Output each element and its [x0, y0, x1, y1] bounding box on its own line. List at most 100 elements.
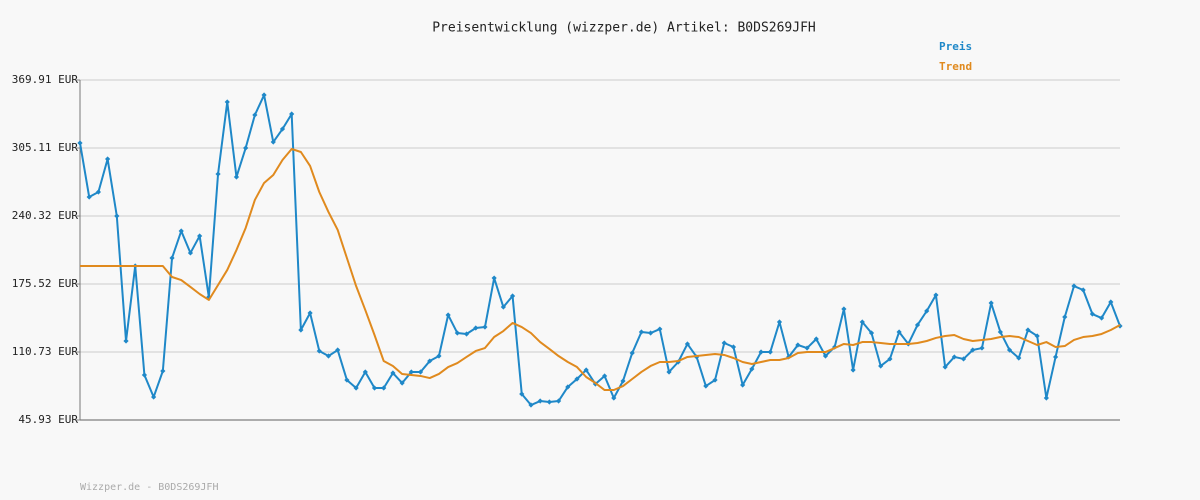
data-point	[1108, 299, 1114, 305]
data-point	[105, 156, 111, 162]
data-point	[740, 382, 746, 388]
data-point	[703, 383, 709, 389]
data-point	[206, 294, 212, 300]
data-point	[463, 331, 470, 337]
data-point	[813, 336, 819, 342]
data-point	[233, 174, 240, 180]
data-point	[362, 369, 368, 375]
data-point	[151, 394, 157, 400]
data-point	[684, 341, 691, 347]
data-point	[482, 324, 488, 330]
data-point	[620, 378, 626, 384]
y-tick-label: 45.93 EUR	[18, 413, 78, 426]
data-point	[86, 194, 92, 200]
data-point	[960, 356, 967, 362]
data-point	[574, 376, 580, 382]
y-tick-label: 305.11 EUR	[12, 141, 79, 154]
data-point	[325, 353, 332, 359]
data-point	[583, 367, 589, 373]
data-point	[427, 358, 433, 364]
data-point	[666, 369, 672, 375]
data-point	[344, 377, 350, 383]
data-point	[473, 325, 479, 331]
data-point	[611, 395, 617, 401]
data-point	[381, 385, 387, 391]
data-point	[178, 228, 184, 234]
data-point	[289, 111, 295, 117]
data-point	[454, 330, 460, 336]
data-point	[776, 319, 783, 325]
data-point	[77, 140, 83, 146]
data-point	[390, 370, 396, 376]
data-point	[353, 385, 359, 391]
data-point	[951, 354, 957, 360]
y-tick-label: 369.91 EUR	[12, 73, 79, 86]
data-point	[565, 384, 571, 390]
data-point	[123, 338, 129, 344]
series-line	[79, 94, 1121, 407]
data-point	[749, 366, 755, 372]
data-point	[1071, 283, 1077, 289]
data-point	[537, 398, 543, 404]
data-point	[270, 139, 276, 145]
data-point	[169, 255, 175, 261]
data-point	[887, 356, 893, 362]
data-point	[822, 353, 829, 359]
legend-label: Preis	[939, 40, 972, 53]
data-point	[445, 312, 451, 318]
data-point	[758, 349, 764, 355]
data-point	[279, 126, 286, 132]
data-point	[436, 353, 442, 359]
y-tick-label: 240.32 EUR	[12, 209, 79, 222]
data-point	[1043, 395, 1049, 401]
data-point	[509, 293, 516, 299]
data-point	[914, 322, 921, 328]
data-point	[141, 372, 148, 378]
data-point	[491, 275, 497, 281]
data-point	[224, 99, 230, 105]
data-point	[712, 377, 718, 383]
data-point	[638, 329, 645, 335]
series-line	[80, 147, 1121, 392]
data-point	[970, 347, 976, 353]
data-point	[878, 363, 884, 369]
data-point	[841, 306, 847, 312]
data-point	[252, 112, 258, 118]
data-point	[1025, 327, 1031, 333]
data-point	[399, 380, 405, 386]
data-point	[500, 304, 506, 310]
data-point	[1016, 355, 1022, 361]
data-point	[307, 310, 313, 316]
data-point	[1034, 333, 1040, 339]
data-point	[298, 327, 304, 333]
data-point	[859, 319, 865, 325]
data-point	[371, 385, 378, 391]
data-point	[546, 399, 552, 405]
data-point	[721, 340, 727, 346]
data-point	[555, 398, 562, 404]
y-tick-label: 110.73 EUR	[12, 345, 79, 358]
data-point	[795, 342, 801, 348]
data-point	[197, 233, 203, 239]
data-point	[114, 213, 120, 219]
data-point	[528, 402, 534, 408]
data-point	[979, 345, 985, 351]
data-point	[316, 348, 322, 354]
data-point	[160, 368, 166, 374]
legend-label: Trend	[939, 60, 972, 73]
data-point	[261, 92, 267, 98]
data-point	[519, 391, 525, 397]
data-point	[1006, 347, 1013, 353]
data-point	[850, 367, 856, 373]
data-point	[408, 369, 414, 375]
data-point	[1089, 311, 1095, 317]
data-point	[988, 300, 994, 306]
data-point	[1052, 354, 1059, 360]
data-point	[1062, 314, 1068, 320]
chart-title: Preisentwicklung (wizzper.de) Artikel: B…	[432, 21, 816, 36]
data-point	[243, 145, 249, 151]
data-point	[95, 189, 102, 195]
data-point	[868, 330, 875, 336]
data-point	[730, 344, 737, 350]
